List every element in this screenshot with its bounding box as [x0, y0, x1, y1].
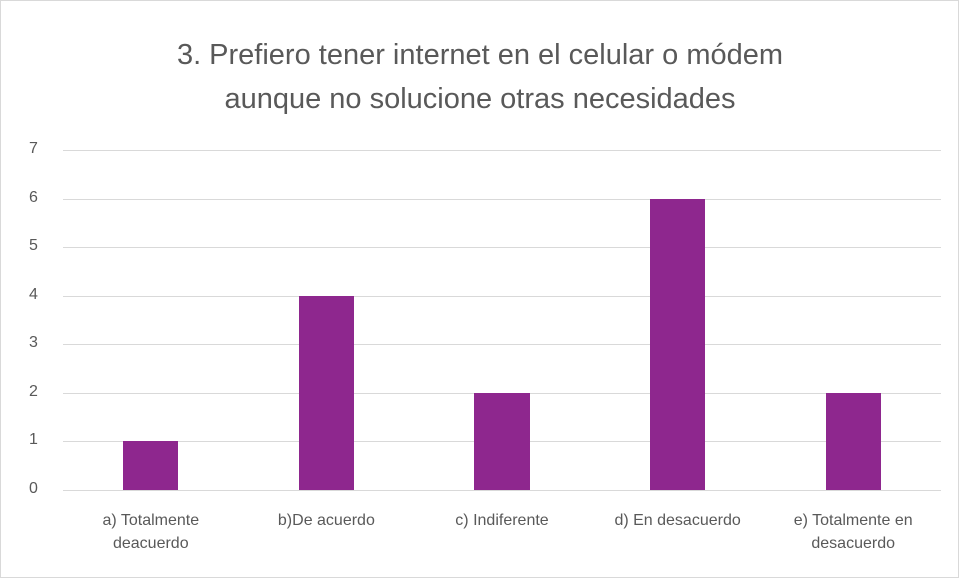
bar: [474, 392, 530, 490]
bar: [650, 198, 706, 490]
x-tick-label: b)De acuerdo: [277, 512, 375, 529]
grid-line: [63, 198, 941, 200]
grid-line: [63, 150, 941, 151]
bar: [298, 295, 354, 490]
grid-line: [63, 247, 941, 249]
y-tick-label: 6: [29, 188, 38, 206]
grid-line: [63, 344, 941, 346]
y-tick-label: 0: [29, 480, 38, 497]
x-tick-label: c) Indiferente: [455, 512, 549, 529]
y-tick-label: 3: [29, 334, 38, 352]
grid-line: [63, 295, 941, 297]
y-tick-label: 2: [29, 382, 38, 400]
y-tick-label: 1: [29, 431, 38, 449]
x-tick-label: d) En desacuerdo: [614, 512, 741, 529]
grid-line: [63, 490, 941, 491]
chart-title: 3. Prefiero tener internet en el celular…: [176, 39, 784, 115]
bar: [825, 392, 881, 490]
x-tick-label: e) Totalmente en desacuerdo: [793, 512, 913, 552]
y-tick-label: 5: [29, 237, 38, 255]
y-tick-label: 4: [29, 285, 38, 303]
y-tick-label: 7: [29, 140, 38, 157]
bar: [123, 441, 179, 490]
x-tick-label: a) Totalmente deacuerdo: [102, 512, 200, 552]
